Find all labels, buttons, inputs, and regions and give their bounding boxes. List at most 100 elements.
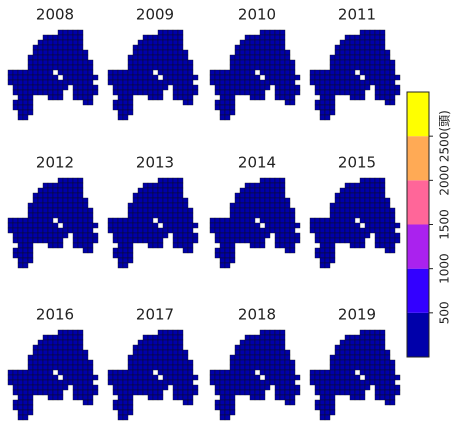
map-cell [359,89,366,96]
map-cell [112,104,119,111]
map-cell [374,177,381,184]
map-cell [172,202,179,209]
map-cell [22,79,29,86]
map-cell [319,69,326,76]
map-cell [77,177,84,184]
map-cell [359,202,366,209]
map-cell [279,89,286,96]
map-cell [229,59,236,66]
map-cell [112,69,119,76]
map-cell [374,182,381,189]
map-cell [329,369,336,376]
map-cell [32,212,39,219]
map-cell [162,344,169,351]
map-cell [364,197,371,204]
map-cell [329,404,336,411]
map-cell [289,374,296,381]
map-cell [369,39,376,46]
colorbar-tick-label: 2000 [438,165,452,196]
map-cell [37,197,44,204]
map-cell [359,237,366,244]
map-cell [249,222,256,229]
map-cell [339,354,346,361]
map-cell [284,79,291,86]
map-cell [82,359,89,366]
map-cell [157,59,164,66]
map-cell [394,222,401,229]
map-cell [274,389,281,396]
map-cell [22,262,29,269]
map-cell [182,69,189,76]
map-cell [117,227,124,234]
map-cell [229,212,236,219]
map-cell [274,354,281,361]
map-cell [152,227,159,234]
map-cell [72,379,79,386]
map-cell [127,104,134,111]
map-cell [22,217,29,224]
map-cell [167,197,174,204]
map-cell [167,39,174,46]
map-cell [27,237,34,244]
map-cell [12,389,19,396]
map-cell [142,192,149,199]
map-cell [132,364,139,371]
map-cell [214,227,221,234]
map-cell [369,374,376,381]
map-cell [127,207,134,214]
map-cell [344,89,351,96]
map-cell [344,389,351,396]
map-cell [77,339,84,346]
map-cell [274,94,281,101]
map-cell [37,84,44,91]
map-cell [27,212,34,219]
map-cell [359,69,366,76]
map-cell [37,339,44,346]
map-cell [269,29,276,36]
map-cell [274,212,281,219]
map-cell [72,227,79,234]
map-cell [224,94,231,101]
map-cell [137,54,144,61]
map-cell [244,389,251,396]
map-cell [47,49,54,56]
map-cell [284,359,291,366]
map [209,329,301,421]
map-cell [127,202,134,209]
map-cell [12,227,19,234]
map-cell [17,222,24,229]
map-cell [279,339,286,346]
map-cell [264,217,271,224]
map-cell [122,69,129,76]
map-cell [132,217,139,224]
map-cell [122,394,129,401]
map-cell [172,389,179,396]
map-cell [324,217,331,224]
map-cell [249,384,256,391]
colorbar-tick-label: 1500 [438,209,452,240]
map-cell [152,339,159,346]
map-cell [82,74,89,81]
map-cell [319,74,326,81]
map-cell [187,384,194,391]
map-cell [374,49,381,56]
map-cell [167,344,174,351]
map-cell [274,89,281,96]
map-cell [77,212,84,219]
map-cell [249,369,256,376]
map-cell [359,59,366,66]
map-cell [339,369,346,376]
map-cell [47,349,54,356]
map-cell [182,227,189,234]
map-cell [127,227,134,234]
map-cell [339,74,346,81]
map-cell [52,192,59,199]
map-cell [182,237,189,244]
map-cell [349,84,356,91]
map-cell [152,359,159,366]
map-cell [219,217,226,224]
map-cell [37,79,44,86]
map-cell [349,242,356,249]
map-cell [57,227,64,234]
map-cell [344,227,351,234]
